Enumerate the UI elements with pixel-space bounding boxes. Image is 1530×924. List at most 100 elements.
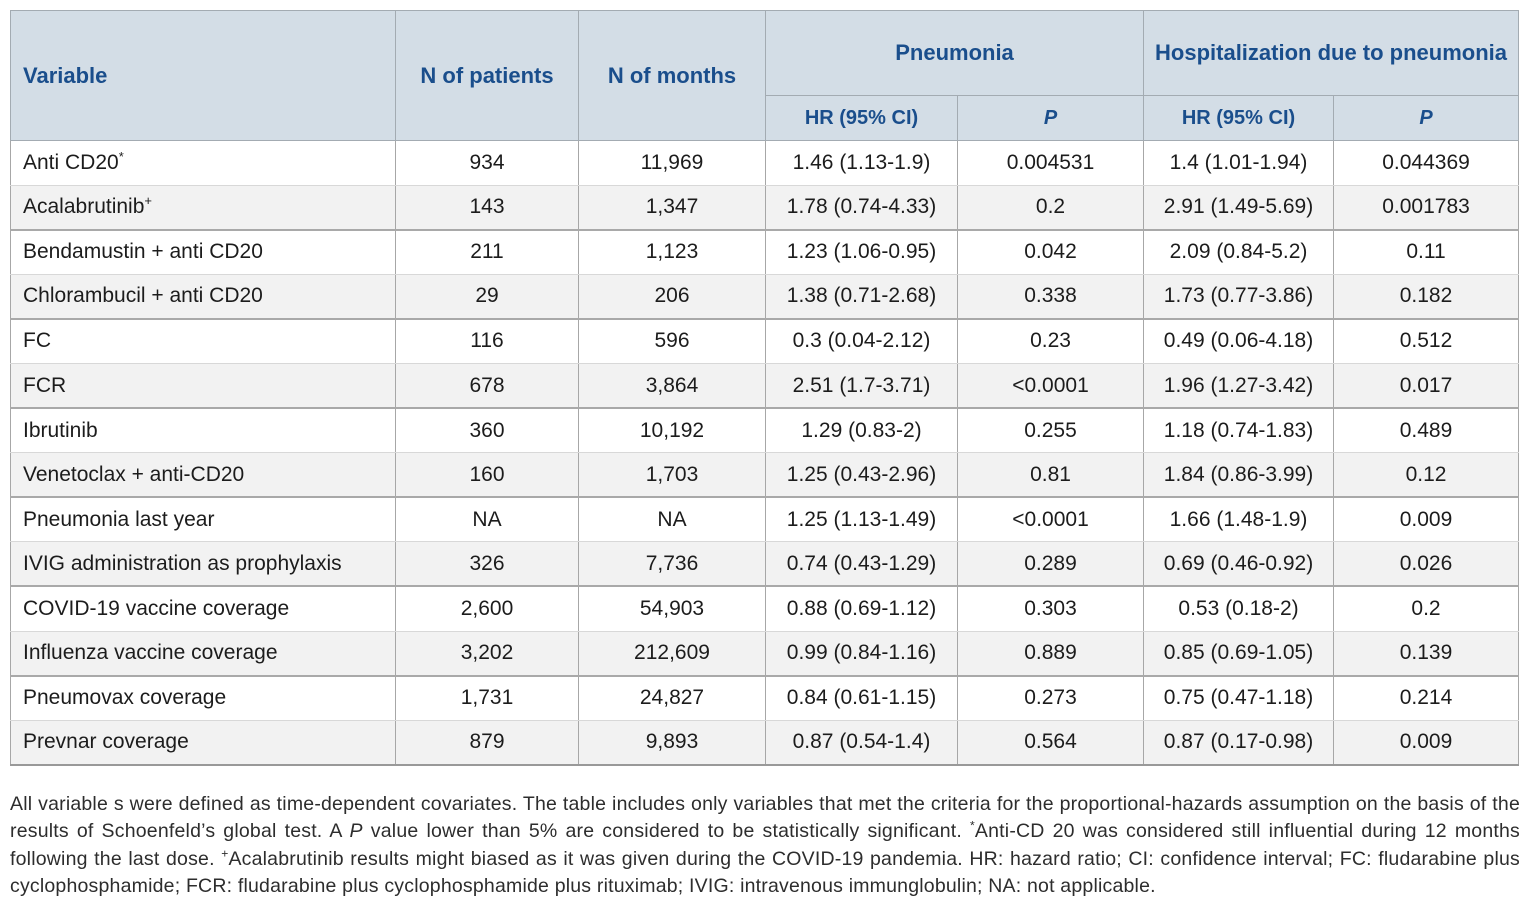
cell-n-patients: 116 <box>395 318 579 364</box>
cell-hospitalization-p: 0.2 <box>1333 586 1520 632</box>
cell-hospitalization-hr: 0.69 (0.46-0.92) <box>1143 541 1335 588</box>
cell-hospitalization-p: 0.044369 <box>1333 140 1520 186</box>
cell-n-patients: 211 <box>395 229 579 275</box>
cell-hospitalization-hr: 0.85 (0.69-1.05) <box>1143 631 1335 677</box>
cell-hospitalization-hr: 1.18 (0.74-1.83) <box>1143 408 1335 454</box>
cell-n-months: 212,609 <box>578 631 766 677</box>
cell-n-patients: NA <box>395 497 579 543</box>
cell-hospitalization-p: 0.009 <box>1333 497 1520 543</box>
cell-variable: Influenza vaccine coverage <box>10 631 396 677</box>
cell-n-patients: 879 <box>395 720 579 766</box>
col-header-hospitalization-hr: HR (95% CI) <box>1143 95 1335 141</box>
cell-hospitalization-p: 0.214 <box>1333 675 1520 721</box>
cell-n-patients: 160 <box>395 452 579 499</box>
cell-pneumonia-p: 0.004531 <box>956 140 1145 186</box>
cell-hospitalization-p: 0.026 <box>1333 541 1520 588</box>
table-row: Influenza vaccine coverage 3,202 212,609 0.… <box>10 631 1520 677</box>
table-row: Anti CD20* 934 11,969 1.46 (1.13-1.9) 0.0045… <box>10 140 1520 186</box>
cell-n-patients: 1,731 <box>395 675 579 721</box>
footnote-text: Anti-CD 20 was considered still influent… <box>10 820 1520 870</box>
cell-n-months: 7,736 <box>578 541 766 588</box>
cell-pneumonia-p: 0.889 <box>956 631 1145 677</box>
cell-n-patients: 934 <box>395 140 579 186</box>
table-row: COVID-19 vaccine coverage 2,600 54,903 0.88… <box>10 586 1520 632</box>
footnote: All variable s were defined as time-depe… <box>10 791 1520 901</box>
table-row: Pneumovax coverage 1,731 24,827 0.84 (0.61-… <box>10 675 1520 721</box>
cell-hospitalization-p: 0.001783 <box>1333 185 1520 231</box>
footnote-p-italic: P <box>349 820 363 843</box>
cell-pneumonia-p: <0.0001 <box>956 363 1145 410</box>
cell-pneumonia-hr: 1.23 (1.06-0.95) <box>765 229 958 275</box>
cell-hospitalization-p: 0.182 <box>1333 274 1520 320</box>
cell-hospitalization-hr: 0.75 (0.47-1.18) <box>1143 675 1335 721</box>
cell-pneumonia-hr: 1.38 (0.71-2.68) <box>765 274 958 320</box>
cell-hospitalization-p: 0.139 <box>1333 631 1520 677</box>
cell-n-months: NA <box>578 497 766 543</box>
footnote-star-marker: * <box>970 818 975 833</box>
cell-n-months: 1,123 <box>578 229 766 275</box>
hazard-ratio-table: Variable N of patients N of months Pneum… <box>10 10 1520 766</box>
cell-pneumonia-p: 0.81 <box>956 452 1145 499</box>
cell-variable: FC <box>10 318 396 364</box>
variable-label: Acalabrutinib <box>23 195 145 219</box>
cell-n-months: 1,347 <box>578 185 766 231</box>
variable-label: Prevnar coverage <box>23 730 189 754</box>
cell-variable: Anti CD20* <box>10 140 396 186</box>
col-header-n-patients: N of patients <box>395 10 579 141</box>
cell-pneumonia-hr: 1.25 (1.13-1.49) <box>765 497 958 543</box>
table-row: IVIG administration as prophylaxis 326 7,7… <box>10 541 1520 588</box>
cell-pneumonia-p: 0.273 <box>956 675 1145 721</box>
cell-pneumonia-hr: 0.88 (0.69-1.12) <box>765 586 958 632</box>
table-row: FC 116 596 0.3 (0.04-2.12) 0.23 0.49 (0.06-4.… <box>10 318 1520 364</box>
variable-label: Influenza vaccine coverage <box>23 641 278 665</box>
page: Variable N of patients N of months Pneum… <box>10 10 1520 901</box>
cell-variable: Acalabrutinib+ <box>10 185 396 231</box>
cell-pneumonia-p: 0.289 <box>956 541 1145 588</box>
cell-pneumonia-hr: 1.46 (1.13-1.9) <box>765 140 958 186</box>
variable-label: COVID-19 vaccine coverage <box>23 596 290 620</box>
cell-pneumonia-p: 0.338 <box>956 274 1145 320</box>
table-row: Prevnar coverage 879 9,893 0.87 (0.54-1.4) 0… <box>10 720 1520 766</box>
variable-label: FC <box>23 329 51 353</box>
group-header-hospitalization: Hospitalization due to pneumonia <box>1143 10 1520 96</box>
cell-pneumonia-hr: 0.99 (0.84-1.16) <box>765 631 958 677</box>
cell-n-patients: 360 <box>395 408 579 454</box>
cell-hospitalization-p: 0.009 <box>1333 720 1520 766</box>
cell-n-months: 596 <box>578 318 766 364</box>
variable-label: Venetoclax + anti-CD20 <box>23 462 245 486</box>
cell-variable: Bendamustin + anti CD20 <box>10 229 396 275</box>
col-header-pneumonia-p: P <box>956 95 1145 141</box>
cell-pneumonia-hr: 0.3 (0.04-2.12) <box>765 318 958 364</box>
cell-hospitalization-hr: 1.96 (1.27-3.42) <box>1143 363 1335 410</box>
footnote-plus-marker: + <box>221 846 229 861</box>
cell-n-months: 9,893 <box>578 720 766 766</box>
cell-hospitalization-hr: 2.09 (0.84-5.2) <box>1143 229 1335 275</box>
cell-hospitalization-hr: 1.66 (1.48-1.9) <box>1143 497 1335 543</box>
table-row: Venetoclax + anti-CD20 160 1,703 1.25 (0.43… <box>10 452 1520 499</box>
cell-n-months: 206 <box>578 274 766 320</box>
cell-pneumonia-p: 0.255 <box>956 408 1145 454</box>
cell-hospitalization-hr: 1.84 (0.86-3.99) <box>1143 452 1335 499</box>
variable-superscript-marker: + <box>144 193 153 209</box>
col-header-variable: Variable <box>10 10 396 141</box>
variable-label: Bendamustin + anti CD20 <box>23 240 263 264</box>
cell-variable: Ibrutinib <box>10 408 396 454</box>
table-row: Ibrutinib 360 10,192 1.29 (0.83-2) 0.255 1.18… <box>10 408 1520 454</box>
table-row: Bendamustin + anti CD20 211 1,123 1.23 (1.0… <box>10 229 1520 275</box>
table-row: FCR 678 3,864 2.51 (1.7-3.71) <0.0001 1.96 (1… <box>10 363 1520 410</box>
cell-n-months: 11,969 <box>578 140 766 186</box>
col-header-hospitalization-p: P <box>1333 95 1520 141</box>
cell-hospitalization-p: 0.512 <box>1333 318 1520 364</box>
cell-variable: Venetoclax + anti-CD20 <box>10 452 396 499</box>
cell-hospitalization-hr: 1.4 (1.01-1.94) <box>1143 140 1335 186</box>
cell-hospitalization-hr: 0.53 (0.18-2) <box>1143 586 1335 632</box>
cell-n-months: 1,703 <box>578 452 766 499</box>
cell-pneumonia-p: <0.0001 <box>956 497 1145 543</box>
cell-pneumonia-hr: 2.51 (1.7-3.71) <box>765 363 958 410</box>
variable-label: Anti CD20 <box>23 150 119 174</box>
cell-variable: FCR <box>10 363 396 410</box>
cell-variable: COVID-19 vaccine coverage <box>10 586 396 632</box>
cell-n-patients: 3,202 <box>395 631 579 677</box>
variable-label: Chlorambucil + anti CD20 <box>23 284 263 308</box>
cell-pneumonia-hr: 1.29 (0.83-2) <box>765 408 958 454</box>
